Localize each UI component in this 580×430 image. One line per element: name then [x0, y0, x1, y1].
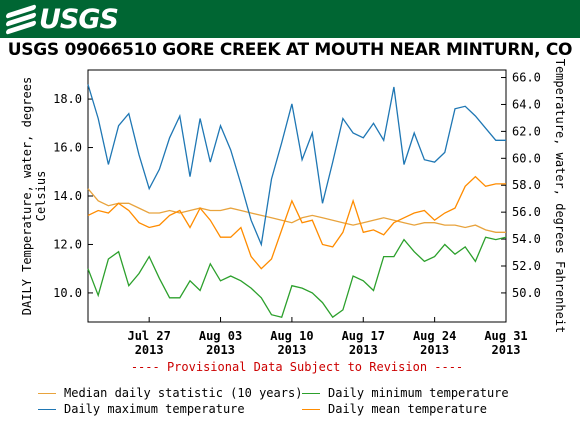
legend-median-swatch	[38, 392, 56, 394]
median-series-line	[87, 188, 506, 233]
left-axis-label-line2: Celsius	[34, 171, 48, 222]
legend-median: Median daily statistic (10 years)	[38, 386, 302, 400]
x-tick-year: 2013	[206, 343, 235, 357]
x-tick-label: Aug 24	[413, 329, 456, 343]
x-tick-year: 2013	[349, 343, 378, 357]
right-tick-label: 60.0	[512, 151, 541, 165]
left-tick-label: 12.0	[53, 237, 82, 251]
usgs-logo-text: USGS	[39, 3, 119, 35]
left-axis-label-line1: DAILY Temperature, water, degrees	[20, 77, 34, 315]
legend-max-label: Daily maximum temperature	[64, 402, 245, 416]
legend-min: Daily minimum temperature	[302, 386, 509, 400]
legend-median-label: Median daily statistic (10 years)	[64, 386, 303, 400]
right-tick-label: 52.0	[512, 259, 541, 273]
legend-mean: Daily mean temperature	[302, 402, 487, 416]
mean-series-line	[87, 175, 506, 270]
x-tick-year: 2013	[492, 343, 521, 357]
usgs-banner: USGS	[0, 0, 580, 38]
left-tick-label: 18.0	[53, 92, 82, 106]
left-y-axis: 10.0 12.0 14.0 16.0 18.0	[53, 92, 93, 300]
plot-area	[87, 69, 507, 323]
right-tick-label: 58.0	[512, 178, 541, 192]
x-tick-label: Jul 27	[127, 329, 170, 343]
right-tick-label: 66.0	[512, 71, 541, 85]
provisional-note: ---- Provisional Data Subject to Revisio…	[131, 360, 463, 374]
x-tick-label: Aug 10	[270, 329, 313, 343]
x-tick-year: 2013	[277, 343, 306, 357]
x-tick-label: Aug 31	[484, 329, 527, 343]
chart-title: USGS 09066510 GORE CREEK AT MOUTH NEAR M…	[7, 40, 573, 60]
left-tick-label: 16.0	[53, 141, 82, 155]
x-tick-year: 2013	[135, 343, 164, 357]
legend-max: Daily maximum temperature	[38, 402, 245, 416]
legend-mean-label: Daily mean temperature	[328, 402, 487, 416]
left-tick-label: 10.0	[53, 286, 82, 300]
right-tick-label: 54.0	[512, 232, 541, 246]
right-tick-label: 62.0	[512, 124, 541, 138]
x-tick-year: 2013	[420, 343, 449, 357]
min-series-line	[87, 236, 507, 319]
legend-min-swatch	[302, 392, 320, 394]
right-axis-label: Temperature, water, degrees Fahrenheit	[553, 59, 567, 334]
legend-mean-swatch	[302, 408, 320, 410]
legend-min-label: Daily minimum temperature	[328, 386, 509, 400]
left-tick-label: 14.0	[53, 189, 82, 203]
series-lines	[87, 84, 507, 319]
right-y-axis: 50.0 52.0 54.0 56.0 58.0 60.0 62.0 64.0 66.0	[501, 71, 541, 300]
x-tick-label: Aug 03	[199, 329, 242, 343]
x-tick-label: Aug 17	[342, 329, 385, 343]
right-tick-label: 56.0	[512, 205, 541, 219]
usgs-logo[interactable]: USGS	[6, 3, 119, 35]
legend-max-swatch	[38, 408, 56, 410]
right-tick-label: 64.0	[512, 97, 541, 111]
right-tick-label: 50.0	[512, 286, 541, 300]
max-series-line	[87, 84, 506, 247]
